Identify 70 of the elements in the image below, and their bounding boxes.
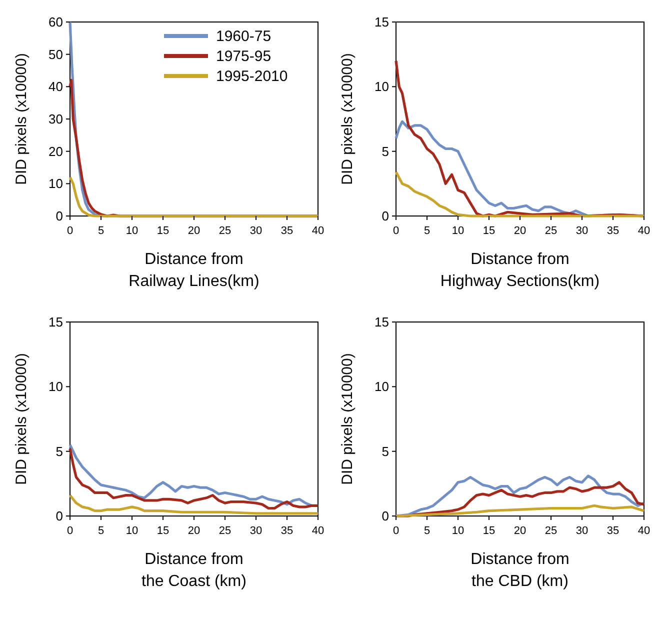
y-tick-label: 40: [48, 79, 63, 94]
x-axis-title: Distance from the CBD (km): [470, 551, 570, 590]
x-tick-label: 40: [312, 525, 324, 537]
y-tick-label: 50: [48, 46, 63, 62]
y-tick-label: 10: [48, 176, 63, 192]
x-tick-label: 15: [482, 525, 496, 537]
x-tick-label: 5: [424, 225, 430, 237]
x-tick-label: 15: [482, 225, 496, 237]
line-series: [68, 176, 320, 218]
y-tick-label: 10: [374, 79, 389, 94]
x-tick-label: 5: [98, 225, 104, 237]
x-tick-label: 20: [514, 225, 526, 237]
y-axis-title: DID pixels (x10000): [339, 53, 356, 185]
y-tick-label: 5: [56, 444, 63, 459]
x-tick-label: 0: [392, 225, 400, 237]
x-tick-label: 10: [452, 225, 464, 237]
line-series: [68, 494, 320, 515]
line-series: [394, 504, 646, 518]
x-tick-label: 30: [576, 525, 588, 537]
x-tick-label: 20: [514, 525, 526, 537]
y-tick-label: 60: [48, 14, 63, 30]
x-tick-label: 35: [606, 525, 620, 537]
y-tick-label: 10: [48, 379, 63, 394]
y-tick-label: 20: [48, 144, 63, 159]
y-tick-label: 0: [382, 508, 389, 524]
y-tick-label: 5: [382, 444, 389, 459]
y-tick-label: 30: [48, 112, 63, 127]
y-tick-label: 10: [374, 379, 389, 394]
y-tick-label: 15: [48, 314, 63, 330]
y-axis-title: DID pixels (x10000): [13, 353, 30, 485]
x-tick-label: 15: [156, 525, 170, 537]
x-tick-label: 35: [280, 225, 294, 237]
x-tick-label: 10: [452, 525, 464, 537]
line-series: [394, 170, 646, 218]
x-tick-label: 40: [312, 225, 324, 237]
y-tick-label: 0: [56, 208, 63, 224]
x-tick-label: 35: [280, 525, 294, 537]
x-tick-label: 40: [638, 525, 650, 537]
x-tick-label: 30: [576, 225, 588, 237]
y-tick-label: 5: [382, 144, 389, 159]
y-tick-label: 0: [56, 508, 63, 524]
x-tick-label: 25: [544, 225, 558, 237]
x-axis-title: Distance from Railway Lines(km): [128, 251, 260, 290]
x-tick-label: 15: [156, 225, 170, 237]
x-tick-label: 30: [250, 525, 262, 537]
x-tick-label: 40: [638, 225, 650, 237]
x-tick-label: 25: [218, 225, 232, 237]
x-tick-label: 0: [392, 525, 400, 537]
x-tick-label: 25: [218, 525, 232, 537]
y-tick-label: 15: [374, 14, 389, 30]
x-tick-label: 10: [126, 225, 138, 237]
legend-label: 1995-2010: [216, 68, 288, 85]
x-tick-label: 35: [606, 225, 620, 237]
x-tick-label: 0: [66, 525, 74, 537]
x-tick-label: 20: [188, 225, 200, 237]
x-tick-label: 20: [188, 525, 200, 537]
x-tick-label: 10: [126, 525, 138, 537]
x-tick-label: 25: [544, 525, 558, 537]
legend-label: 1975-95: [216, 48, 272, 65]
y-axis-title: DID pixels (x10000): [339, 353, 356, 485]
x-tick-label: 5: [98, 525, 104, 537]
x-axis-title: Distance from Highway Sections(km): [440, 251, 600, 290]
x-tick-label: 5: [424, 525, 430, 537]
legend-label: 1960-75: [216, 28, 272, 45]
y-tick-label: 0: [382, 208, 389, 224]
x-tick-label: 0: [66, 225, 74, 237]
x-axis-title: Distance from the Coast (km): [142, 551, 246, 590]
y-tick-label: 15: [374, 314, 389, 330]
y-axis-title: DID pixels (x10000): [13, 53, 30, 185]
x-tick-label: 30: [250, 225, 262, 237]
